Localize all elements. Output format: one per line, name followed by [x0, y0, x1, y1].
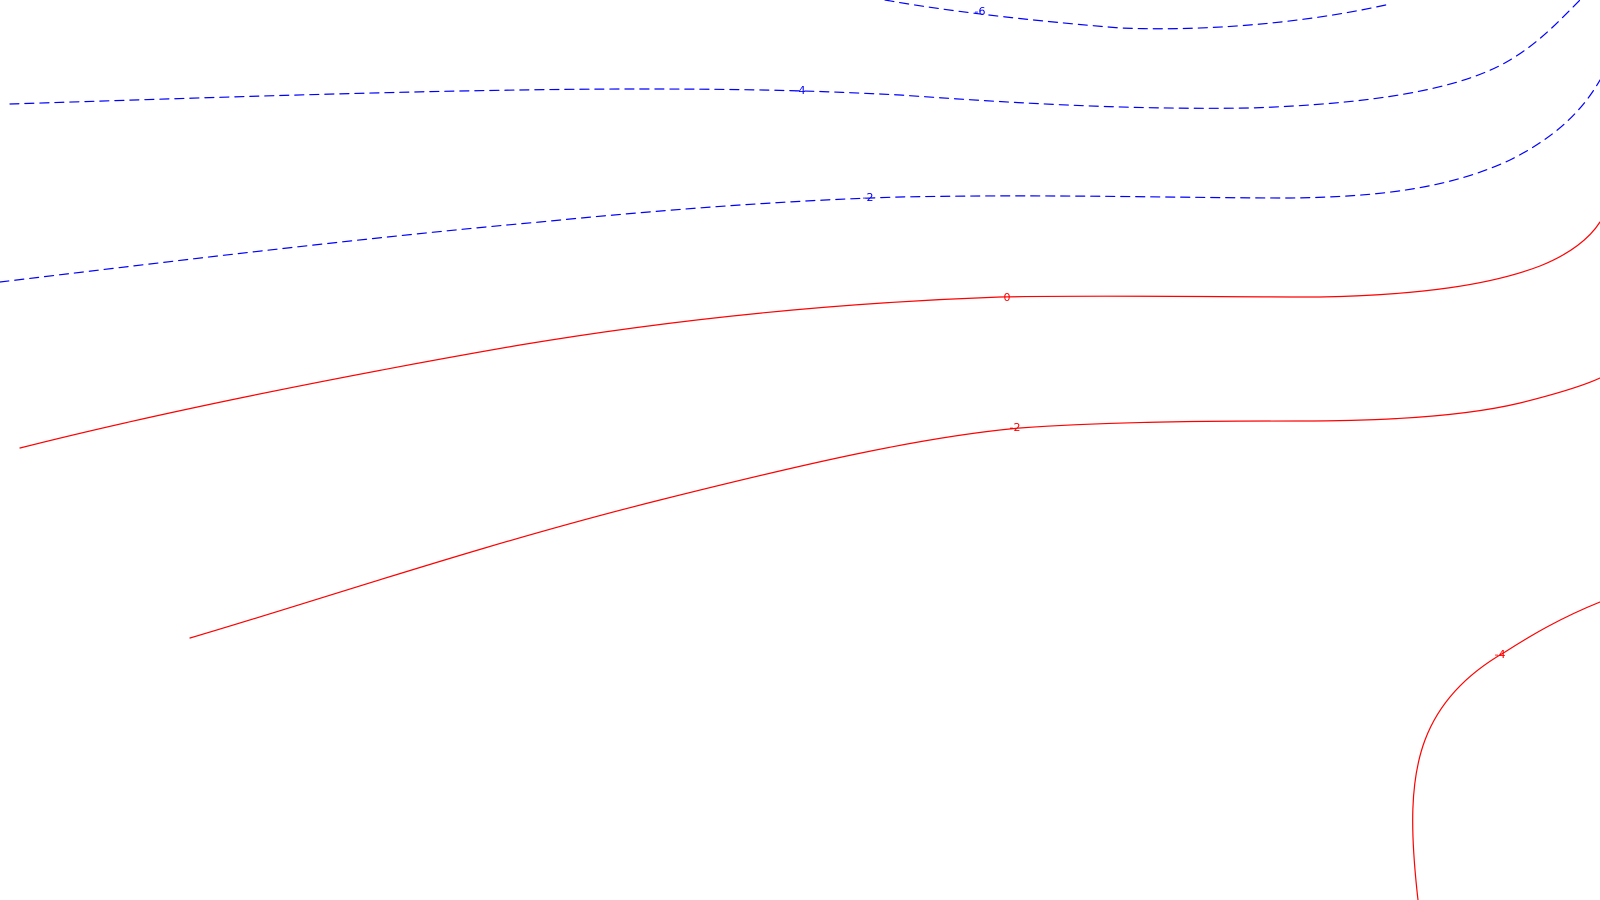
contour-label-2: -2: [1010, 421, 1021, 434]
contour-line-0: [19, 221, 1600, 449]
contour-line-4: [1412, 601, 1600, 900]
contour-label-0: 0: [1004, 291, 1011, 304]
contour-label-minus-2: -2: [863, 191, 874, 204]
contour-line-minus-2: [0, 79, 1600, 283]
contour-line-2: [189, 377, 1600, 639]
contour-label-4: -4: [1495, 648, 1506, 661]
contour-label-minus-4: -4: [795, 84, 806, 97]
contour-line-minus-4: [9, 0, 1581, 109]
contour-label-minus-6: -6: [975, 5, 986, 18]
contour-line-minus-6: [884, 0, 1391, 30]
